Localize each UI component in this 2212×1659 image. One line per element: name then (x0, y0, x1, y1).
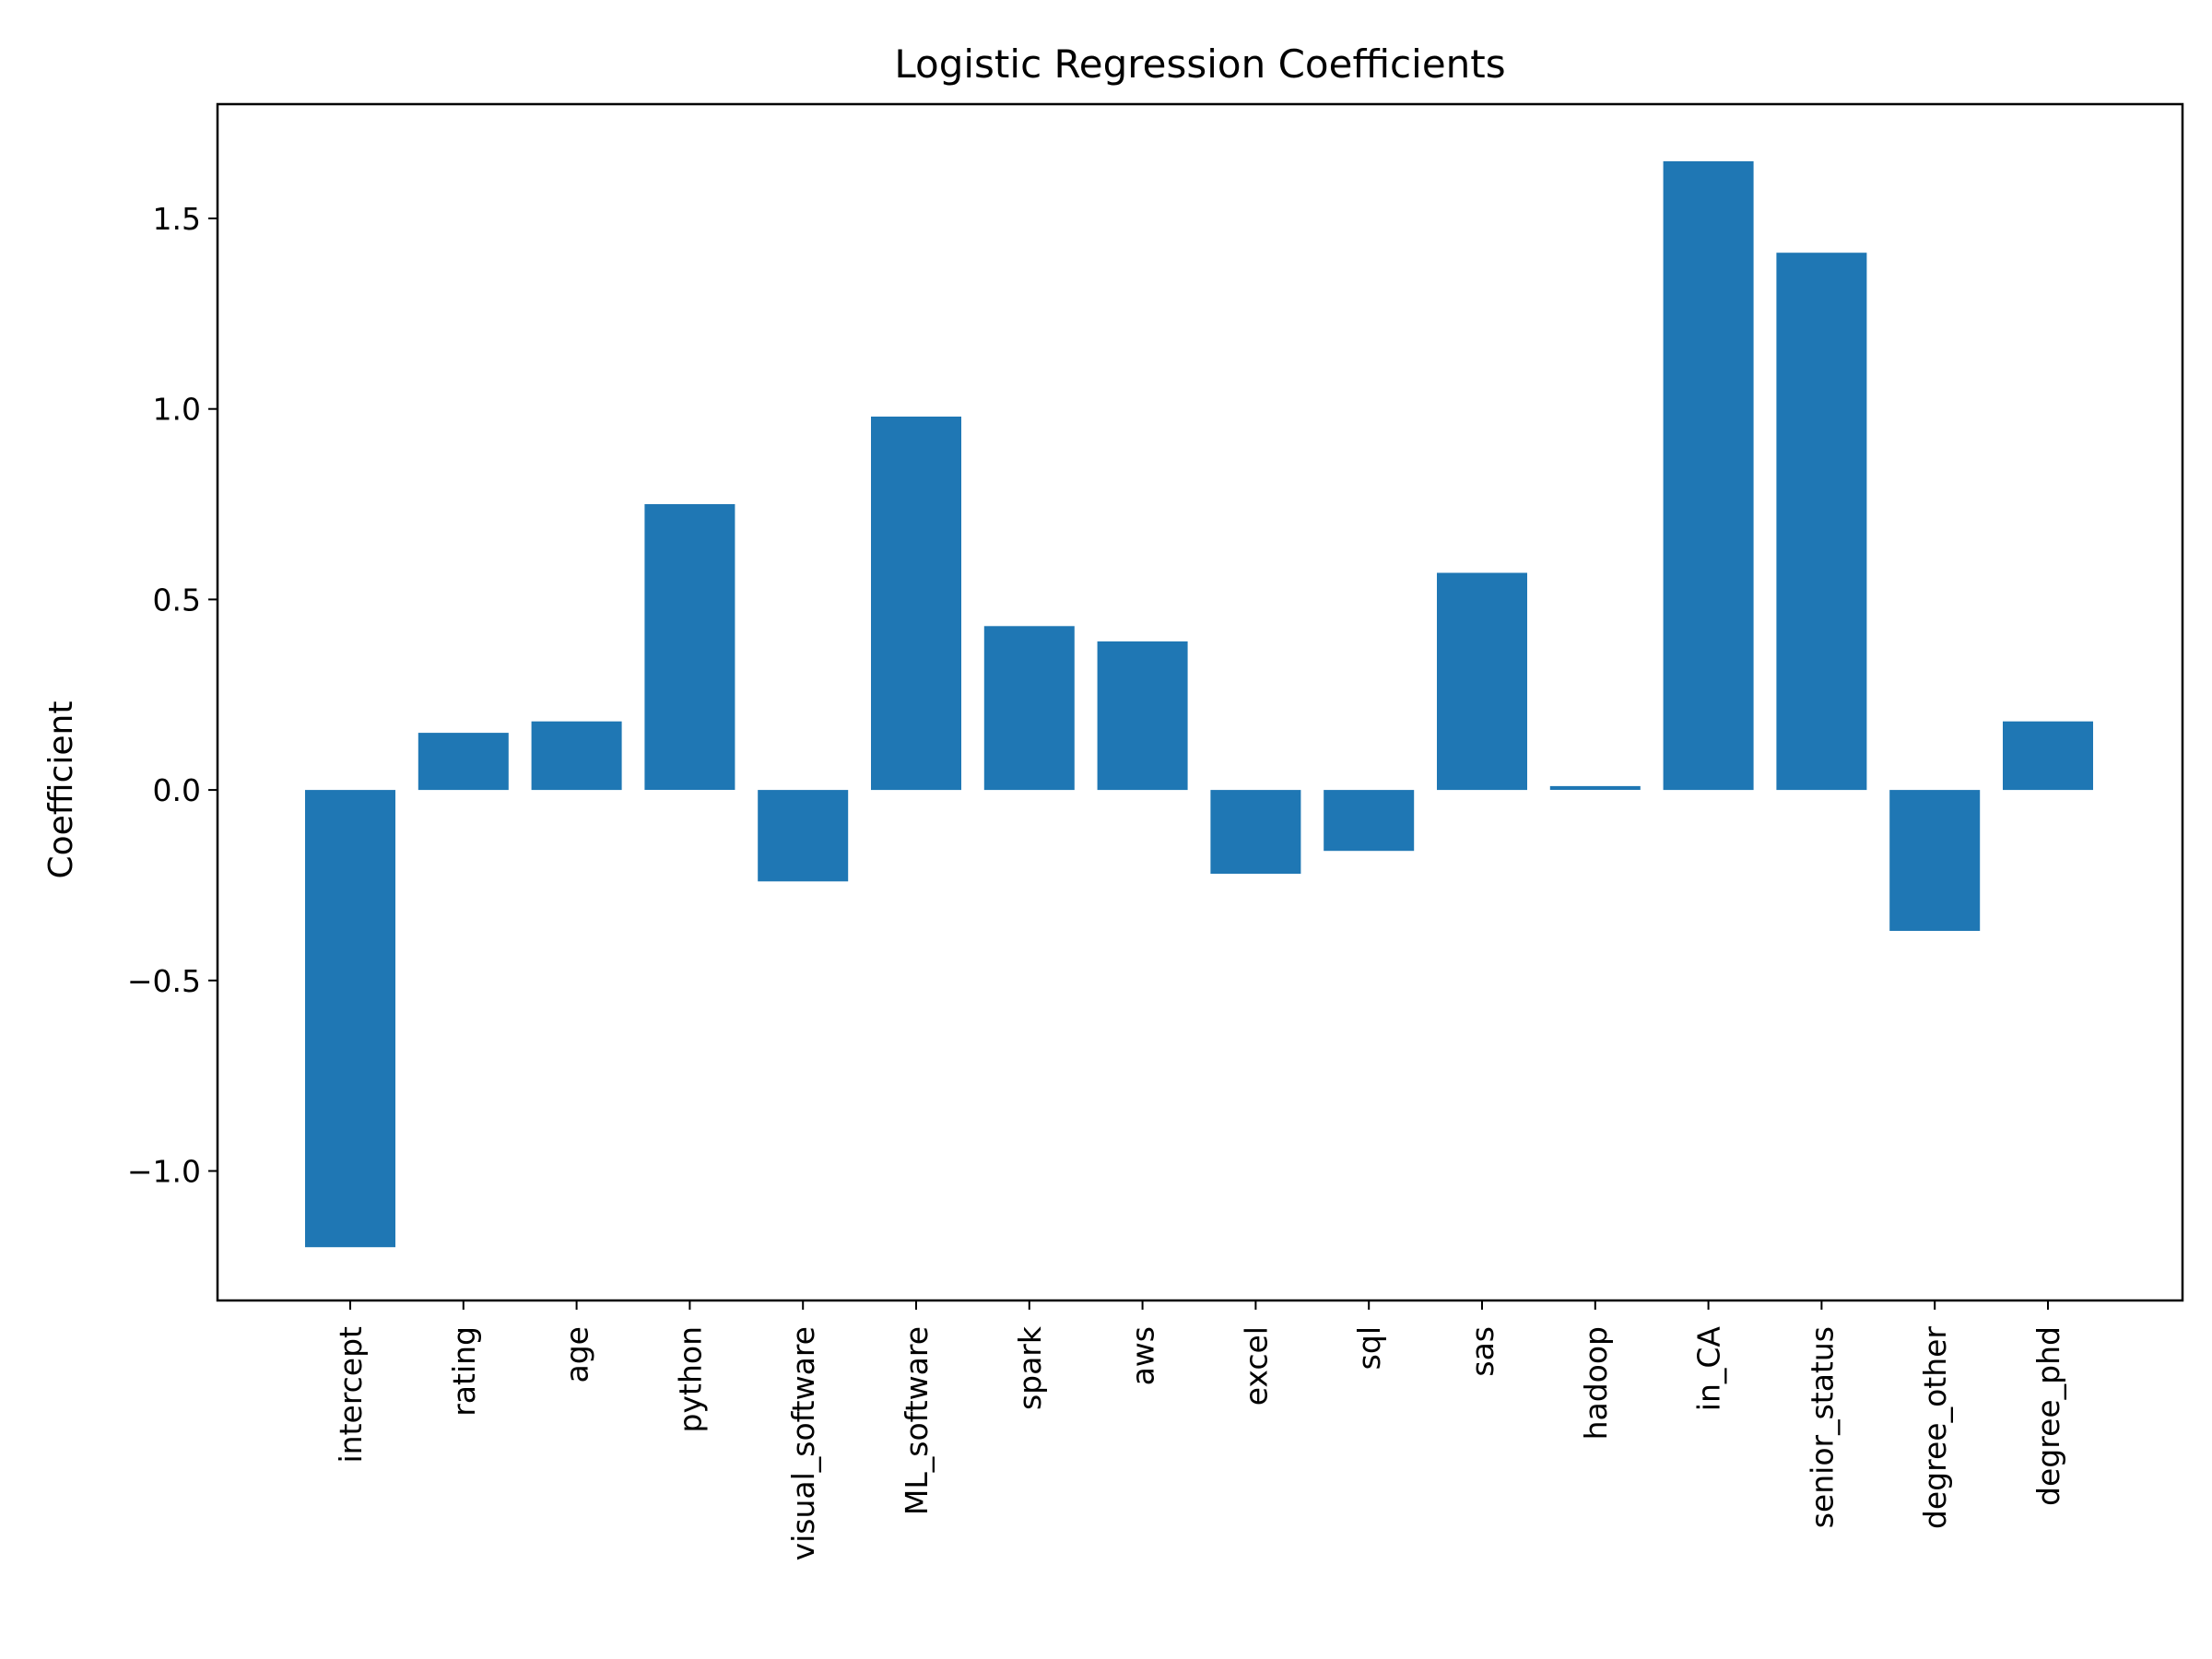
bar-degree_other (1889, 790, 1981, 931)
x-tick-label: rating (446, 1326, 482, 1417)
x-tick-label: sas (1465, 1326, 1500, 1377)
y-tick-label: 1.5 (153, 201, 201, 237)
bar-degree_phd (2003, 721, 2093, 791)
plot-frame (216, 102, 2184, 1302)
x-tick-label: intercept (333, 1326, 369, 1464)
y-axis: −1.0 −0.5 0.0 0.5 1.0 1.5 (127, 201, 218, 1190)
x-tick-label: excel (1238, 1326, 1274, 1406)
bar-in_CA (1663, 161, 1754, 791)
bar-sql (1324, 790, 1415, 852)
bar-aws (1097, 641, 1188, 791)
x-tick-label: visual_software (785, 1326, 821, 1560)
bar-ML_software (871, 417, 961, 791)
x-tick-label: degree_other (1917, 1326, 1953, 1529)
x-tick-label: in_CA (1691, 1326, 1727, 1412)
x-tick-label: hadoop (1578, 1326, 1614, 1440)
bar-rating (418, 733, 509, 791)
x-tick-label: aws (1125, 1326, 1161, 1385)
y-tick-label: −1.0 (127, 1154, 201, 1190)
bar-age (531, 721, 622, 791)
bar-visual_software (758, 790, 849, 882)
x-tick-label: senior_status (1804, 1326, 1840, 1528)
x-tick-label: python (672, 1326, 708, 1432)
x-axis: intercept rating age python visual_software M… (333, 1300, 2066, 1560)
x-tick-label: ML_software (899, 1326, 935, 1515)
bar-python (644, 504, 735, 790)
bar-intercept (305, 790, 395, 1248)
y-axis-label: Coefficient (42, 701, 80, 879)
bar-sas (1437, 572, 1527, 791)
y-tick-label: 0.0 (153, 772, 201, 808)
bar-excel (1210, 790, 1301, 874)
bar-hadoop (1549, 785, 1641, 790)
bar-spark (983, 626, 1075, 791)
y-tick-label: 1.0 (153, 392, 201, 428)
y-tick-label: −0.5 (127, 963, 201, 999)
bars-group (305, 161, 2093, 1248)
y-tick-label: 0.5 (153, 582, 201, 618)
bar-senior_status (1776, 253, 1867, 791)
x-tick-label: degree_phd (2030, 1326, 2066, 1506)
x-tick-label: age (559, 1326, 595, 1382)
x-tick-label: sql (1351, 1326, 1387, 1370)
x-tick-label: spark (1012, 1325, 1048, 1410)
chart-title: Logistic Regression Coefficients (894, 41, 1505, 87)
